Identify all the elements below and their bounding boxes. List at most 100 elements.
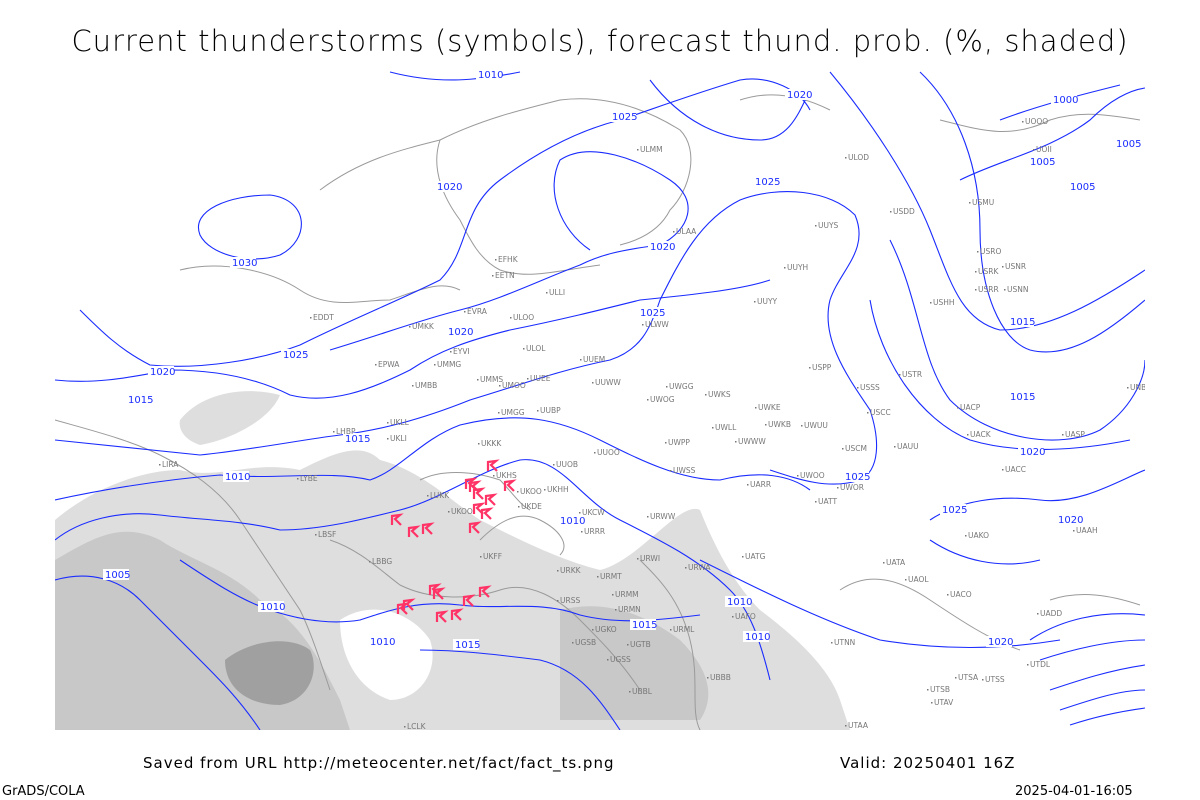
station-label: LYBE: [300, 474, 318, 483]
station-label: URMN: [618, 605, 641, 614]
thunderstorm-symbol: [484, 493, 498, 506]
thunderstorm-symbol: [435, 610, 449, 623]
station-label: UUYS: [818, 221, 839, 230]
probability-shading: [55, 391, 850, 730]
station-label: UKCW: [582, 508, 605, 517]
thunderstorm-symbol: [462, 594, 476, 607]
station-label: LCLK: [407, 722, 427, 731]
isobar-label: 1025: [845, 472, 870, 483]
station-label: ULMM: [640, 145, 663, 154]
isobar-label: 1020: [150, 367, 175, 378]
station-label: USDD: [893, 207, 915, 216]
generated-timestamp: 2025-04-01-16:05: [1015, 784, 1133, 799]
station-label: UTAV: [934, 698, 954, 707]
station-label: ULAA: [676, 227, 697, 236]
station-label: UTAA: [848, 721, 869, 730]
isobar-label: 1025: [640, 308, 665, 319]
station-label: USCC: [870, 408, 891, 417]
thunderstorm-symbol: [468, 521, 482, 534]
isobar-label: 1020: [1020, 447, 1045, 458]
station-label: UKHH: [547, 485, 569, 494]
station-label: UARR: [750, 480, 771, 489]
station-label: USSS: [860, 383, 880, 392]
station-label: ULOD: [848, 153, 869, 162]
station-label: UAOL: [908, 575, 929, 584]
station-label: UKKK: [481, 439, 502, 448]
thunderstorm-symbol: [480, 507, 494, 520]
station-label: LBBG: [372, 557, 392, 566]
station-label: URMT: [600, 572, 622, 581]
prob-area-dark: [225, 641, 314, 705]
station-label: UUBP: [540, 406, 561, 415]
prob-area-light: [179, 391, 280, 445]
source-url-text: Saved from URL http://meteocenter.net/fa…: [143, 754, 615, 772]
thunderstorm-symbol: [472, 487, 486, 500]
station-label: UKDE: [521, 502, 542, 511]
station-label: UMBB: [415, 381, 437, 390]
isobar-label: 1005: [1030, 157, 1055, 168]
isobar-label: 1025: [942, 505, 967, 516]
station-label: USCM: [845, 444, 867, 453]
station-label: UWKE: [758, 403, 781, 412]
station-label: UBBB: [710, 673, 731, 682]
thunderstorm-symbol: [402, 598, 416, 611]
station-label: UAAH: [1076, 526, 1098, 535]
station-label: UWSS: [673, 466, 696, 475]
station-label: LHBP: [336, 427, 356, 436]
station-label: UATA: [886, 558, 906, 567]
station-label: USTR: [902, 370, 922, 379]
station-label: UMKK: [412, 322, 435, 331]
station-label: EFHK: [498, 255, 519, 264]
station-label: EVRA: [467, 307, 488, 316]
station-label: USPP: [812, 363, 832, 372]
station-label: UUYH: [787, 263, 808, 272]
station-label: LBSF: [318, 530, 336, 539]
station-labels: ULMM ULAA ULOD UUYS USDD USMU UUYH UUYY ULWW EFHK…: [159, 117, 1145, 731]
station-label: UWOO: [800, 471, 825, 480]
station-label: UUYY: [757, 297, 778, 306]
station-label: UTSA: [958, 673, 979, 682]
software-credit: GrADS/COLA: [2, 784, 85, 799]
isobar-label: 1020: [1058, 515, 1083, 526]
isobar-label: 1005: [1116, 139, 1141, 150]
station-label: UKHS: [496, 471, 517, 480]
isobar-label: 1020: [437, 182, 462, 193]
station-label: ULOL: [526, 344, 546, 353]
station-label: UMMS: [480, 375, 503, 384]
station-label: UATG: [745, 552, 766, 561]
thunderstorm-symbol: [478, 585, 492, 598]
thunderstorm-symbol: [407, 525, 421, 538]
isobar-label: 1020: [988, 637, 1013, 648]
station-label: UGTB: [630, 640, 651, 649]
station-label: UAFO: [735, 612, 756, 621]
isobar-label: 1020: [787, 90, 812, 101]
station-label: URMM: [615, 590, 639, 599]
isobar-label: 1015: [455, 640, 480, 651]
station-label: UACP: [960, 403, 981, 412]
station-label: USRK: [978, 267, 999, 276]
isobar-label: 1005: [105, 570, 130, 581]
station-label: URRR: [584, 527, 605, 536]
station-label: UAUU: [897, 442, 919, 451]
station-label: UGSS: [610, 655, 631, 664]
station-label: UKLL: [390, 418, 410, 427]
station-label: UADD: [1040, 609, 1062, 618]
station-label: UACO: [950, 590, 972, 599]
station-label: UWUU: [804, 421, 828, 430]
thunderstorm-symbol: [486, 459, 500, 472]
station-label: UWOR: [840, 483, 864, 492]
station-label: URSS: [560, 596, 580, 605]
station-label: UKFF: [483, 552, 502, 561]
station-label: URWW: [650, 512, 676, 521]
station-label: URML: [673, 625, 695, 634]
station-label: UWGG: [669, 382, 694, 391]
station-label: UUOB: [556, 460, 578, 469]
station-label: USRO: [980, 247, 1001, 256]
prob-area-medium: [560, 606, 709, 720]
station-label: UWKS: [708, 390, 731, 399]
isobar-label: 1015: [632, 620, 657, 631]
map-title: Current thunderstorms (symbols), forecas…: [71, 24, 1129, 58]
thunderstorm-symbol: [472, 502, 486, 515]
station-label: LUKK: [430, 491, 450, 500]
station-label: UOII: [1036, 145, 1052, 154]
